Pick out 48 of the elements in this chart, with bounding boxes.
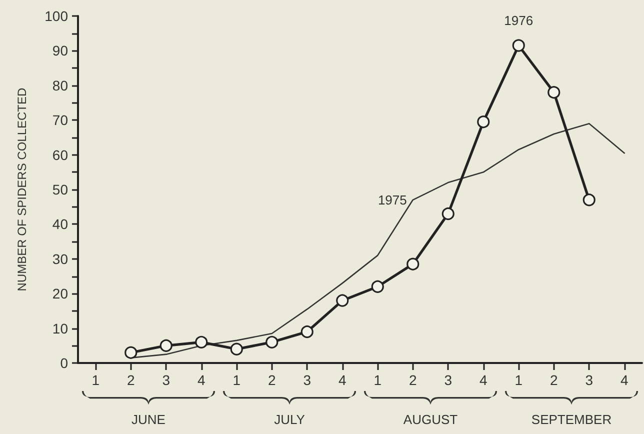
x-tick-label: 2 — [126, 372, 135, 388]
point — [195, 336, 208, 348]
x-tick-label: 1 — [514, 372, 523, 388]
y-tick-label: 80 — [52, 77, 68, 94]
y-axis-title: NUMBER OF SPIDERS COLLECTED — [15, 87, 29, 292]
y-tick-label: 100 — [44, 8, 68, 24]
text: JUNE — [132, 412, 166, 427]
x-tick-label: 2 — [408, 372, 417, 388]
point — [442, 207, 454, 220]
x-tick-label: 2 — [268, 372, 276, 388]
x-tick-label: 4 — [338, 372, 346, 388]
y-tick-label: 0 — [60, 355, 68, 371]
x-tick-label: 1 — [92, 372, 100, 388]
y-tick-label: 10 — [52, 320, 68, 336]
y-tick-label: 70 — [52, 112, 68, 128]
y-tick-label: 50 — [52, 182, 68, 198]
point — [230, 342, 243, 356]
x-tick-label: 3 — [162, 372, 170, 388]
x-tick-label: 1 — [232, 372, 241, 388]
x-tick-label: 4 — [479, 372, 488, 388]
point — [477, 116, 490, 128]
text: JULY — [274, 412, 306, 427]
point — [582, 194, 596, 206]
y-tick-label: 20 — [52, 286, 68, 302]
point — [336, 294, 349, 307]
series-label: 1976 — [504, 13, 534, 28]
point — [124, 346, 138, 359]
point — [160, 339, 172, 352]
point — [406, 258, 420, 270]
x-tick-label: 3 — [303, 372, 312, 388]
series-label: 1975 — [378, 192, 407, 208]
y-tick-label: 60 — [52, 146, 68, 163]
x-tick-label: 3 — [444, 372, 452, 388]
x-tick-label: 2 — [550, 372, 558, 388]
x-tick-label: 3 — [585, 372, 594, 388]
point — [300, 325, 314, 338]
point — [512, 39, 525, 52]
y-tick-label: 30 — [52, 250, 68, 267]
y-tick-label: 90 — [52, 42, 68, 59]
text: SEPTEMBER — [531, 412, 612, 427]
x-tick-label: 4 — [620, 372, 628, 388]
x-tick-label: 1 — [374, 372, 382, 388]
text: AUGUST — [403, 412, 458, 427]
x-tick-label: 4 — [197, 372, 206, 388]
point — [548, 86, 560, 99]
y-tick-label: 40 — [52, 216, 68, 232]
point — [371, 280, 384, 293]
point — [266, 336, 278, 348]
